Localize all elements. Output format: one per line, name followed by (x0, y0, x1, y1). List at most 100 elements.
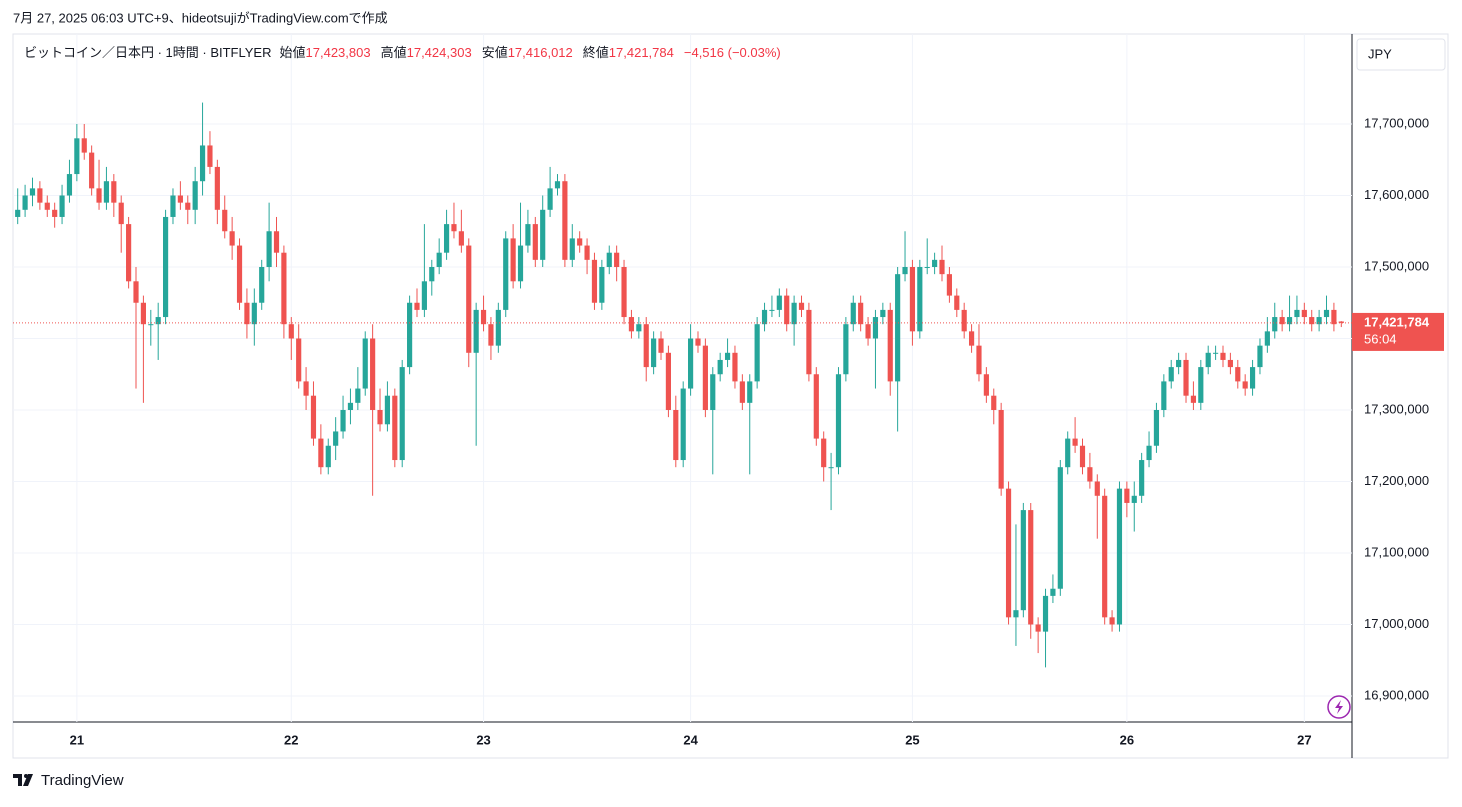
candle-body (909, 267, 916, 332)
candle-body (133, 281, 139, 303)
candle-body (1220, 352, 1226, 360)
logo-text: TradingView (41, 772, 124, 789)
candle-body (754, 324, 760, 382)
candle-body (1146, 445, 1152, 461)
y-tick-label: 16,900,000 (1364, 687, 1429, 702)
candle-body (29, 188, 36, 196)
y-tick-label: 17,700,000 (1364, 115, 1429, 130)
candle-body (251, 302, 257, 325)
currency[interactable]: JPY (1368, 46, 1392, 61)
candle-body (399, 367, 405, 461)
candle-body (259, 267, 265, 303)
candle-body (821, 438, 827, 468)
candle-body (1323, 309, 1330, 318)
candle-body (1235, 367, 1241, 382)
currency-button[interactable] (1356, 38, 1446, 71)
candle-body (562, 181, 568, 260)
candle-body (1087, 467, 1093, 482)
candle-body (1161, 381, 1167, 410)
candle-body (569, 238, 575, 260)
candle-body (1057, 467, 1063, 589)
candle-body (665, 352, 671, 410)
candle-body (473, 309, 479, 353)
candle-body (540, 209, 546, 260)
legend-text: ビットコイン／日本円 · 1時間 · BITFLYER 始値17,423,803 高… (24, 45, 781, 60)
field-name: 安値 (482, 45, 508, 60)
candle-body (961, 309, 967, 332)
candle-body (724, 352, 731, 360)
candle-body (488, 324, 494, 346)
candle-body (651, 338, 657, 368)
candle-body (547, 188, 553, 210)
lightning-glyph (1335, 700, 1343, 714)
x-tick-label: 21 (70, 732, 84, 747)
candle-body (503, 238, 509, 310)
candle-body (858, 302, 864, 325)
candle-body (436, 252, 442, 268)
candle-body (828, 467, 834, 469)
candle-body (480, 309, 487, 325)
candle-body (798, 302, 805, 310)
candle-body (207, 145, 213, 167)
candle-body (296, 338, 302, 382)
x-tick-label: 27 (1297, 732, 1311, 747)
candle-body (939, 259, 945, 275)
candle-body (1294, 309, 1300, 318)
candle-body (347, 402, 354, 410)
candle-body (517, 245, 524, 282)
candle-body (66, 174, 73, 196)
field-value: 17,424,303 (407, 45, 472, 60)
legend: ビットコイン／日本円 · 1時間 · BITFLYER 始値17,423,803 高… (24, 45, 781, 60)
candle-body (52, 209, 58, 217)
candle-body (1028, 510, 1034, 625)
candle-body (59, 195, 65, 217)
candle-body (1042, 595, 1049, 632)
candle-body (1124, 488, 1130, 503)
candle-body (1020, 510, 1026, 611)
candle-body (384, 395, 391, 425)
countdown: 56:04 (1364, 331, 1397, 346)
y-tick-label: 17,200,000 (1364, 473, 1429, 488)
candle-body (421, 281, 427, 310)
candle-body (968, 331, 975, 346)
candle-body (288, 324, 294, 339)
caption: 7月 27, 2025 06:03 UTC+9、hideotsujiがTradi… (13, 10, 388, 25)
candle-body (895, 274, 901, 382)
candle-body (584, 245, 590, 260)
y-tick-label: 17,500,000 (1364, 258, 1429, 273)
change: −4,516 (−0.03%) (684, 45, 781, 60)
candle-body (680, 388, 686, 461)
y-tick-label: 17,100,000 (1364, 544, 1429, 559)
candle-body (932, 259, 938, 268)
candle-body (806, 309, 812, 375)
y-tick-label: 17,600,000 (1364, 187, 1429, 202)
candle-body (333, 431, 339, 446)
field-name: 高値 (381, 45, 407, 60)
candle-body (532, 224, 538, 260)
candle-body (1286, 317, 1293, 325)
candle-body (1242, 381, 1248, 389)
candle-body (998, 409, 1004, 489)
candle-body (702, 345, 708, 410)
candle-body (177, 195, 183, 203)
candle-body (510, 238, 516, 282)
x-tick-label: 24 (683, 732, 698, 747)
candle-body (266, 231, 272, 268)
candle-body (1072, 438, 1078, 446)
candle-body (872, 317, 879, 339)
candle-body (1316, 317, 1322, 325)
candle-body (695, 338, 701, 346)
candle-body (458, 231, 464, 246)
candle-body (739, 381, 745, 403)
candle-body (1094, 481, 1100, 496)
candle-body (495, 309, 501, 346)
candle-body (429, 267, 435, 282)
candle-body (118, 202, 124, 225)
candle-body (162, 216, 169, 318)
candle-body (273, 231, 280, 253)
candle-body (1035, 624, 1041, 632)
candle-body (954, 295, 960, 310)
candle-body (1309, 317, 1315, 325)
candle-body (244, 302, 250, 325)
